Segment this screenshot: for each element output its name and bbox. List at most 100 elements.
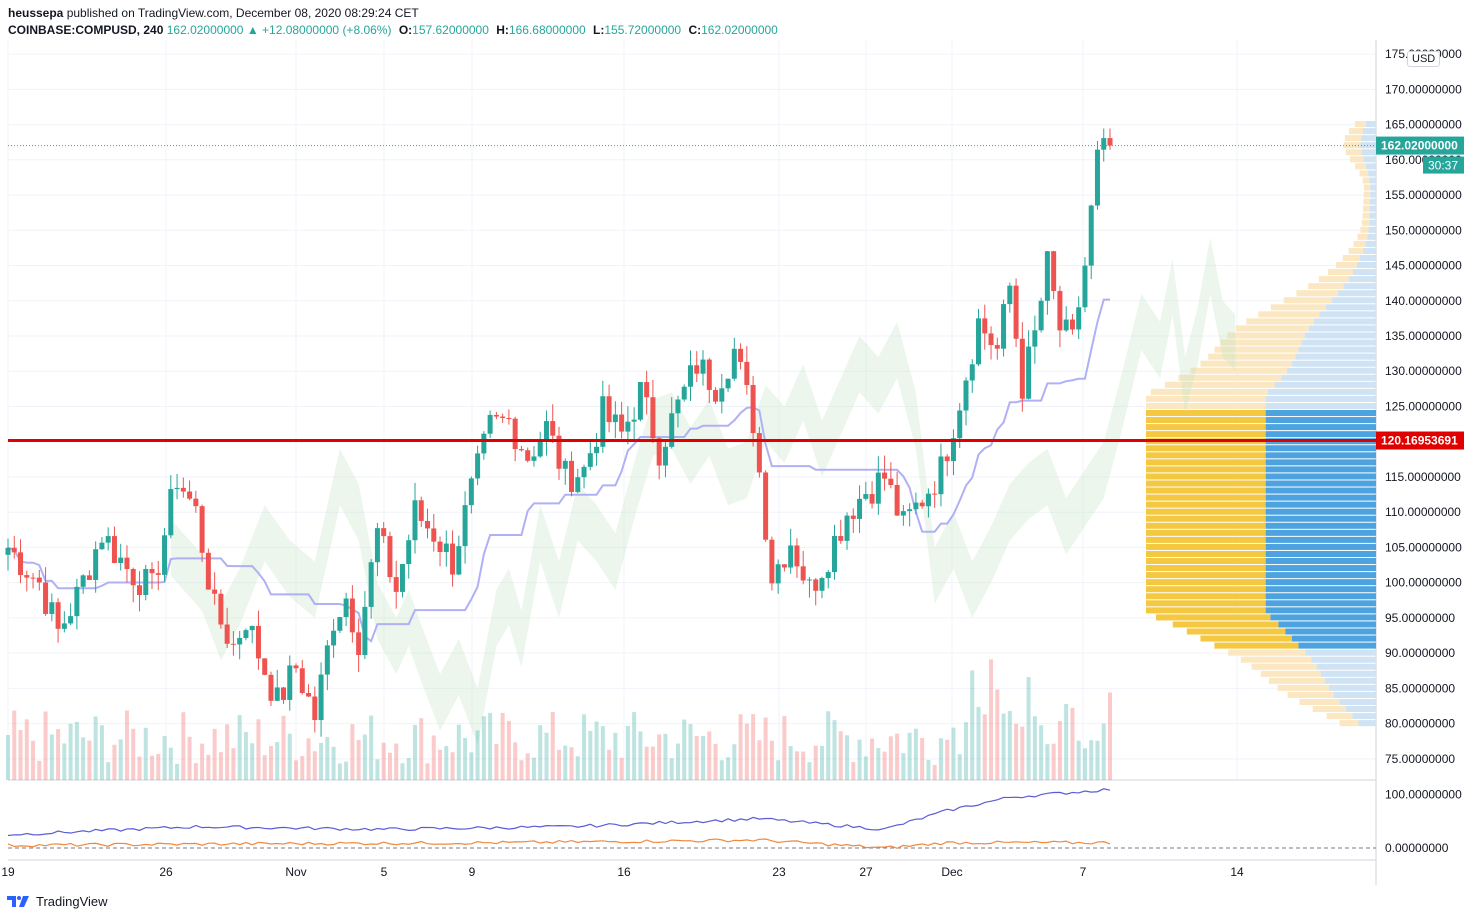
volume-bar [657, 734, 662, 780]
candle-body [744, 361, 750, 385]
volume-bar [819, 745, 824, 780]
volume-bar [613, 732, 618, 780]
footer-brand[interactable]: TradingView [6, 893, 108, 909]
candle-body [907, 509, 913, 512]
volume-bar [494, 743, 499, 780]
candle-body [1082, 265, 1088, 308]
publish-line: heussepa published on TradingView.com, D… [8, 5, 1368, 22]
volume-bar [882, 751, 887, 780]
vp-bar-down [1251, 663, 1317, 670]
candle-body [650, 397, 656, 439]
candle-body [900, 511, 906, 516]
last-price-label: 162.02000000 [1381, 139, 1458, 153]
vp-bar-up [1352, 713, 1376, 720]
volume-bar [187, 736, 192, 780]
candle-body [976, 318, 982, 365]
volume-bar [1032, 716, 1037, 780]
candle-body [675, 399, 681, 414]
vp-bar-up [1369, 205, 1376, 212]
candle-body [669, 413, 675, 447]
volume-bar [544, 732, 549, 780]
vp-bar-up [1265, 586, 1376, 593]
candle-body [475, 453, 481, 479]
vp-bar-up [1265, 593, 1376, 600]
vp-bar-up [1298, 346, 1376, 353]
vp-bar-down [1156, 614, 1271, 621]
candle-body [794, 545, 800, 567]
vp-bar-up [1370, 191, 1376, 198]
candle-body [93, 549, 99, 580]
vp-bar-up [1345, 706, 1376, 713]
candle-body [199, 506, 205, 553]
candle-body [888, 478, 894, 485]
y-tick-label: 155.00000000 [1385, 188, 1462, 202]
vp-bar-down [1146, 593, 1266, 600]
candle-body [750, 384, 756, 434]
volume-bar [438, 749, 443, 780]
candle-body [619, 414, 625, 432]
volume-bar [350, 724, 355, 780]
volume-bar [481, 716, 486, 780]
vp-bar-down [1146, 410, 1266, 417]
volume-bar [500, 712, 505, 780]
vp-bar-up [1337, 290, 1376, 297]
vp-bar-up [1278, 621, 1376, 628]
y-tick-label: 115.00000000 [1385, 470, 1461, 484]
volume-bar [506, 720, 511, 780]
vp-bar-down [1357, 233, 1368, 240]
volume-bar [212, 728, 217, 780]
candle-body [525, 450, 531, 461]
candle-body [193, 498, 199, 507]
volume-bar [751, 714, 756, 780]
high-value: 166.68000000 [508, 23, 586, 37]
vp-bar-down [1172, 621, 1279, 628]
vp-bar-up [1360, 142, 1376, 149]
candle-body [543, 421, 549, 441]
vp-bar-up [1286, 367, 1376, 374]
volume-bar [1070, 707, 1075, 780]
x-tick-label: 19 [1, 865, 15, 879]
vp-bar-down [1363, 191, 1371, 198]
ohlc-line: COINBASE:COMPUSD, 240 162.02000000 ▲ +12… [8, 22, 1368, 39]
vp-bar-down [1326, 713, 1353, 720]
volume-bar [632, 712, 637, 780]
candle-body [569, 460, 575, 492]
vp-bar-up [1331, 297, 1376, 304]
symbol-label[interactable]: COINBASE:COMPUSD, 240 [8, 23, 164, 37]
vp-bar-up [1367, 233, 1376, 240]
publisher-name[interactable]: heussepa [8, 6, 64, 20]
candle-body [894, 484, 900, 516]
vp-bar-down [1186, 628, 1286, 635]
candle-body [55, 602, 61, 629]
candle-body [306, 692, 312, 697]
vp-bar-down [1246, 318, 1314, 325]
x-tick-label: 9 [469, 865, 476, 879]
volume-bar [469, 752, 474, 780]
volume-bar [888, 736, 893, 780]
volume-bar [37, 760, 42, 780]
candle-body [637, 382, 643, 420]
vp-bar-up [1265, 445, 1376, 452]
candle-body [1063, 319, 1069, 331]
currency-badge[interactable]: USD [1407, 51, 1441, 67]
candle-body [938, 456, 944, 495]
candle-body [662, 446, 668, 466]
x-tick-label: 5 [381, 865, 388, 879]
candle-body [318, 674, 324, 721]
candle-body [18, 552, 24, 576]
candle-body [224, 624, 230, 644]
candle-body [412, 500, 418, 541]
volume-bar [131, 728, 136, 780]
vp-bar-up [1311, 656, 1376, 663]
baseline-line [7, 298, 1110, 643]
candle-body [243, 630, 249, 638]
candle-body [706, 359, 712, 390]
vp-bar-up [1319, 311, 1376, 318]
vp-bar-up [1361, 135, 1376, 142]
candle-body [1107, 138, 1113, 146]
volume-bar [369, 715, 374, 780]
vp-bar-down [1277, 684, 1329, 691]
volume-bar [256, 719, 261, 780]
indicator-y-tick: 100.00000000 [1385, 788, 1462, 802]
